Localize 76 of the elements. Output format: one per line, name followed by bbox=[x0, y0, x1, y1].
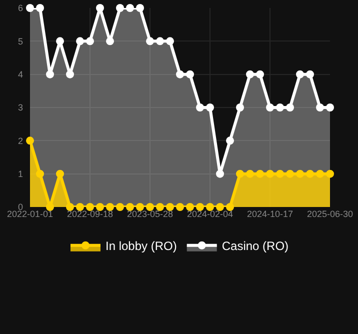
point bbox=[36, 170, 44, 178]
point bbox=[26, 136, 34, 145]
y-tick-label: 1 bbox=[18, 168, 23, 179]
point bbox=[96, 4, 104, 12]
point bbox=[216, 203, 224, 211]
point bbox=[196, 104, 204, 112]
point bbox=[146, 37, 154, 46]
point bbox=[266, 170, 274, 178]
point bbox=[286, 104, 294, 112]
point bbox=[236, 104, 244, 112]
point bbox=[46, 203, 54, 211]
point bbox=[186, 203, 194, 211]
point bbox=[106, 203, 114, 211]
legend-label: In lobby (RO) bbox=[106, 239, 177, 254]
point bbox=[296, 70, 304, 78]
point bbox=[176, 203, 184, 211]
point bbox=[106, 37, 114, 46]
point bbox=[126, 203, 134, 211]
point bbox=[136, 4, 144, 12]
point bbox=[56, 37, 64, 46]
y-tick-label: 4 bbox=[18, 69, 23, 80]
point bbox=[26, 4, 34, 12]
x-tick-label: 2024-10-17 bbox=[246, 209, 294, 219]
point bbox=[216, 170, 224, 178]
point bbox=[36, 4, 44, 12]
point bbox=[276, 104, 284, 112]
point bbox=[96, 203, 104, 211]
legend-label: Casino (RO) bbox=[222, 239, 289, 254]
x-tick-label: 2023-05-28 bbox=[126, 209, 174, 219]
point bbox=[316, 170, 324, 178]
point bbox=[186, 70, 194, 78]
y-tick-label: 3 bbox=[18, 102, 23, 113]
point bbox=[286, 170, 294, 178]
point bbox=[176, 70, 184, 78]
point bbox=[166, 37, 174, 46]
point bbox=[166, 203, 174, 211]
point bbox=[256, 170, 264, 178]
point bbox=[56, 170, 64, 178]
point bbox=[326, 170, 334, 178]
point bbox=[146, 203, 154, 211]
y-tick-label: 5 bbox=[18, 36, 23, 46]
point bbox=[206, 203, 214, 211]
point bbox=[66, 70, 74, 78]
point bbox=[226, 203, 234, 211]
point bbox=[316, 104, 324, 112]
x-tick-label: 2022-01-01 bbox=[6, 209, 54, 219]
point bbox=[296, 170, 304, 178]
x-tick-label: 2022-09-18 bbox=[66, 209, 114, 219]
point bbox=[266, 104, 274, 112]
point bbox=[116, 203, 124, 211]
point bbox=[256, 70, 264, 78]
point bbox=[246, 170, 254, 178]
x-tick-label: 2024-02-04 bbox=[186, 209, 234, 219]
point bbox=[326, 104, 334, 112]
point bbox=[156, 37, 164, 46]
point bbox=[226, 136, 234, 145]
point bbox=[126, 4, 134, 12]
point bbox=[236, 170, 244, 178]
y-tick-label: 6 bbox=[18, 3, 23, 14]
point bbox=[86, 37, 94, 46]
point bbox=[246, 70, 254, 78]
point bbox=[116, 4, 124, 12]
point bbox=[76, 37, 84, 46]
point bbox=[156, 203, 164, 211]
point bbox=[306, 70, 314, 78]
point bbox=[276, 170, 284, 178]
point bbox=[136, 203, 144, 211]
point bbox=[86, 203, 94, 211]
x-tick-label: 2025-06-30 bbox=[306, 209, 354, 219]
point bbox=[196, 203, 204, 211]
point bbox=[76, 203, 84, 211]
point bbox=[306, 170, 314, 178]
point bbox=[206, 104, 214, 112]
point bbox=[46, 70, 54, 78]
point bbox=[66, 203, 74, 211]
y-tick-label: 2 bbox=[18, 136, 23, 146]
